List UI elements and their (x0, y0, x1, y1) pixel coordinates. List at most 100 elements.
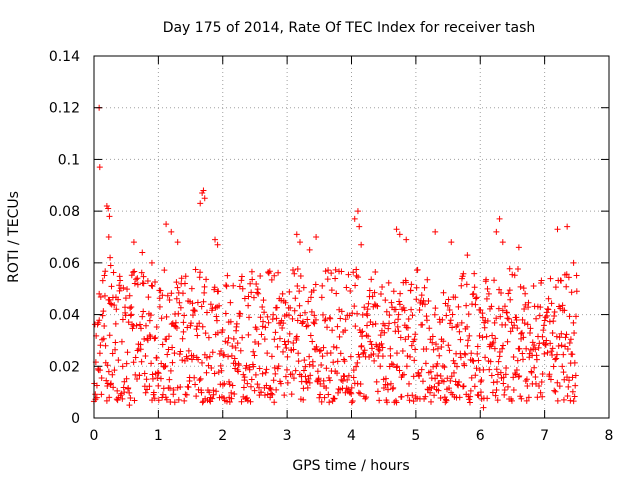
data-point (560, 351, 567, 358)
data-point (520, 285, 527, 292)
axis-ticks (93, 55, 610, 419)
data-point (136, 321, 143, 328)
data-point (141, 335, 148, 342)
data-point (552, 388, 559, 395)
data-point (268, 276, 275, 283)
data-point (158, 360, 165, 367)
data-point (164, 351, 171, 358)
data-point (116, 282, 123, 289)
data-point (260, 318, 267, 325)
data-point (462, 351, 469, 358)
data-point (491, 319, 498, 326)
data-point (105, 205, 112, 212)
data-point (194, 299, 201, 306)
data-point (163, 396, 170, 403)
data-point (127, 395, 134, 402)
data-point (142, 389, 149, 396)
data-point (159, 391, 166, 398)
data-point (137, 346, 144, 353)
data-point (563, 331, 570, 338)
data-point (289, 315, 296, 322)
data-point (468, 374, 475, 381)
data-point (495, 358, 502, 365)
data-point (223, 398, 230, 405)
data-point (371, 289, 378, 296)
data-point (230, 335, 237, 342)
data-point (106, 213, 113, 220)
data-point (567, 397, 574, 404)
data-point (193, 326, 200, 333)
data-point (121, 389, 128, 396)
data-point (569, 374, 576, 381)
data-point (395, 316, 402, 323)
data-point (351, 303, 358, 310)
data-point (114, 397, 121, 404)
data-point (377, 332, 384, 339)
data-point (332, 266, 339, 273)
data-point (287, 304, 294, 311)
data-point (540, 322, 547, 329)
data-point (542, 342, 549, 349)
data-point (241, 295, 248, 302)
data-point (254, 289, 261, 296)
data-point (466, 399, 473, 406)
data-point (546, 318, 553, 325)
y-tick-label: 0.14 (49, 49, 80, 65)
data-point (455, 382, 462, 389)
data-point (386, 320, 393, 327)
data-point (323, 365, 330, 372)
data-point (347, 389, 354, 396)
data-point (407, 353, 414, 360)
data-point (112, 339, 119, 346)
data-point (333, 290, 340, 297)
data-point (127, 305, 134, 312)
data-point (517, 283, 524, 290)
grid-lines (94, 56, 609, 418)
data-point (522, 290, 529, 297)
data-point (206, 389, 213, 396)
data-point (177, 384, 184, 391)
data-point (156, 303, 163, 310)
y-tick-label: 0.1 (58, 152, 80, 168)
data-point (368, 276, 375, 283)
data-point (493, 386, 500, 393)
data-point (116, 287, 123, 294)
data-point (553, 355, 560, 362)
data-point (484, 395, 491, 402)
data-point (355, 274, 362, 281)
data-point (224, 272, 231, 279)
data-point (109, 350, 116, 357)
data-point (444, 302, 451, 309)
data-point (413, 284, 420, 291)
data-point (256, 384, 263, 391)
data-point (181, 397, 188, 404)
data-point (275, 363, 282, 370)
data-point (456, 328, 463, 335)
data-point (536, 312, 543, 319)
data-point (487, 358, 494, 365)
data-point (297, 312, 304, 319)
data-point (270, 377, 277, 384)
data-point (199, 399, 206, 406)
data-point (427, 368, 434, 375)
data-point (268, 390, 275, 397)
data-point (446, 307, 453, 314)
data-point (311, 320, 318, 327)
data-point (423, 317, 430, 324)
data-point (184, 355, 191, 362)
data-point (137, 325, 144, 332)
data-point (231, 391, 238, 398)
data-point (325, 267, 332, 274)
data-point (238, 273, 245, 280)
data-point (216, 302, 223, 309)
data-point (395, 328, 402, 335)
data-point (488, 372, 495, 379)
data-point (549, 329, 556, 336)
data-point (140, 280, 147, 287)
data-point (126, 292, 133, 299)
data-point (130, 269, 137, 276)
data-point (179, 357, 186, 364)
data-point (517, 330, 524, 337)
data-point (318, 294, 325, 301)
data-point (122, 295, 129, 302)
